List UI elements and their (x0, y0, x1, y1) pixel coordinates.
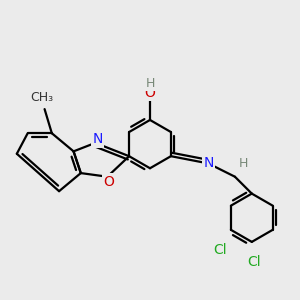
Text: O: O (103, 175, 114, 188)
Text: H: H (239, 157, 248, 170)
Text: CH₃: CH₃ (31, 91, 54, 103)
Text: Cl: Cl (248, 255, 261, 269)
Text: N: N (92, 132, 103, 146)
Text: N: N (203, 156, 214, 170)
Text: O: O (145, 86, 155, 100)
Text: Cl: Cl (213, 243, 227, 257)
Text: H: H (145, 77, 155, 90)
